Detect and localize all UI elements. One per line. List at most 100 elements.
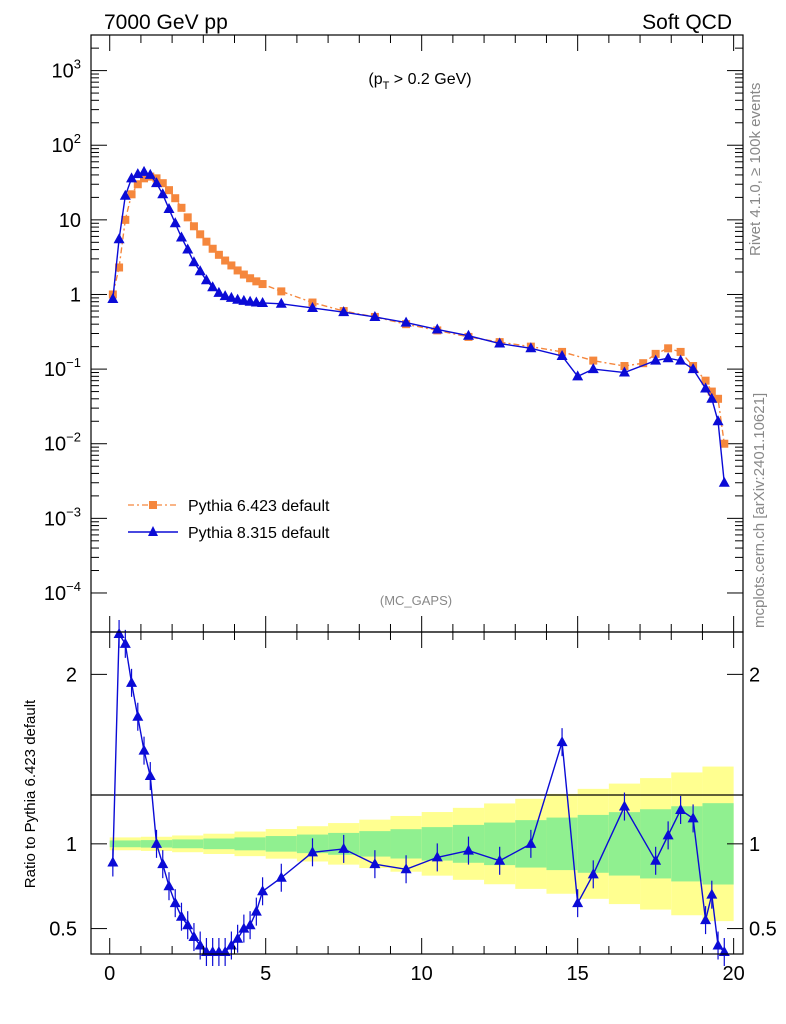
data-point-pythia8 xyxy=(257,296,269,307)
main-frame xyxy=(90,34,744,633)
data-point-pythia6 xyxy=(701,376,710,385)
data-point-pythia8 xyxy=(188,256,200,267)
ratio-point-pythia8 xyxy=(119,637,131,648)
ratio-point-pythia8 xyxy=(138,744,150,755)
ratio-point-pythia8 xyxy=(238,922,250,933)
ratio-point-pythia8 xyxy=(188,931,200,942)
ratio-point-pythia8 xyxy=(151,837,163,848)
data-point-pythia6 xyxy=(133,180,142,189)
ratio-point-pythia8 xyxy=(163,880,175,891)
data-point-pythia8 xyxy=(151,177,163,188)
ratio-point-pythia8 xyxy=(618,800,630,811)
ratio-point-pythia8 xyxy=(650,854,662,865)
data-point-pythia6 xyxy=(252,277,261,286)
data-point-pythia6 xyxy=(664,344,673,353)
data-point-pythia8 xyxy=(157,188,169,199)
header-right-label: Soft QCD xyxy=(642,11,732,34)
series-line-square xyxy=(112,175,725,444)
ratio-point-pythia8 xyxy=(700,914,712,925)
data-point-pythia8 xyxy=(182,243,194,254)
data-point-pythia8 xyxy=(138,165,150,176)
ratio-point-pythia8 xyxy=(144,770,156,781)
ratio-point-pythia8 xyxy=(525,837,537,848)
data-point-pythia6 xyxy=(158,179,167,188)
ratio-point-pythia8 xyxy=(462,844,474,855)
ratio-panel: 2 2 1 1 0.5 0.5 0 5 10 15 20 Ratio to Pythia 6.42… xyxy=(22,35,777,985)
ratio-y-axis-label: Ratio to Pythia 6.423 default xyxy=(22,699,39,888)
data-point-pythia6 xyxy=(233,266,242,275)
data-point-pythia8 xyxy=(706,392,718,403)
ratio-point-pythia8 xyxy=(113,628,125,638)
ratio-point-pythia8 xyxy=(250,905,262,916)
ratio-point-pythia8 xyxy=(182,919,194,930)
data-point-pythia8 xyxy=(525,342,537,353)
data-point-pythia8 xyxy=(494,337,506,348)
data-point-pythia8 xyxy=(163,202,175,213)
band-inner-bin xyxy=(390,829,422,859)
data-point-pythia8 xyxy=(650,354,662,365)
band-inner-bin xyxy=(203,838,235,850)
ratio-point-pythia8 xyxy=(107,856,119,867)
data-point-pythia8 xyxy=(219,290,231,301)
ratio-frame xyxy=(90,631,744,955)
legend: Pythia 6.423 default Pythia 8.315 defaul… xyxy=(128,498,330,542)
data-point-pythia8 xyxy=(232,293,244,304)
data-point-pythia6 xyxy=(164,186,173,195)
data-point-pythia6 xyxy=(639,359,648,368)
data-point-pythia6 xyxy=(171,194,180,203)
ratio-y-tick-label: 2 xyxy=(66,664,77,686)
x-tick-label: 10 xyxy=(411,963,433,985)
data-point-pythia8 xyxy=(462,329,474,340)
ratio-point-pythia8 xyxy=(556,736,568,747)
data-point-pythia8 xyxy=(126,172,138,183)
band-inner-bin xyxy=(608,812,641,876)
ratio-point-pythia8 xyxy=(587,868,599,879)
legend-marker-pythia6 xyxy=(149,501,157,509)
main-series-layer xyxy=(107,165,730,487)
rivet-version-label: Rivet 4.1.0, ≥ 100k events xyxy=(747,83,764,256)
band-inner-bin xyxy=(109,840,141,848)
data-point-pythia8 xyxy=(675,354,687,365)
x-axis-ticks: 0 5 10 15 20 xyxy=(104,35,745,985)
ratio-y-tick-label-right: 2 xyxy=(749,664,760,686)
band-inner-bin xyxy=(671,806,703,882)
band-inner-bin xyxy=(234,837,266,851)
ratio-point-pythia8 xyxy=(275,871,287,882)
main-y-tick-label: 102 xyxy=(52,131,81,157)
data-point-pythia6 xyxy=(208,244,217,253)
data-point-pythia8 xyxy=(144,168,156,179)
data-point-pythia6 xyxy=(720,439,729,448)
data-point-pythia8 xyxy=(175,231,187,242)
ratio-point-pythia8 xyxy=(706,888,718,899)
data-point-pythia6 xyxy=(214,250,223,259)
ratio-point-pythia8 xyxy=(712,939,724,950)
ratio-y-ticks: 2 2 1 1 0.5 0.5 xyxy=(49,664,777,940)
data-point-pythia6 xyxy=(651,349,660,358)
data-point-pythia6 xyxy=(620,362,629,371)
ratio-point-pythia8 xyxy=(400,863,412,874)
data-point-pythia8 xyxy=(200,274,212,285)
data-point-pythia8 xyxy=(113,233,125,244)
data-point-pythia6 xyxy=(140,174,149,183)
main-y-tick-label: 10 xyxy=(59,210,81,232)
ratio-point-pythia8 xyxy=(169,897,181,908)
data-point-pythia8 xyxy=(275,297,287,308)
x-tick-label: 15 xyxy=(567,963,589,985)
ratio-point-pythia8 xyxy=(175,910,187,921)
data-point-pythia8 xyxy=(700,382,712,393)
data-point-pythia6 xyxy=(676,347,685,356)
ratio-y-tick-label-right: 1 xyxy=(749,834,760,856)
ratio-point-pythia8 xyxy=(132,710,144,721)
ratio-point-pythia8 xyxy=(572,897,584,908)
data-point-pythia6 xyxy=(221,256,230,265)
mcplots-reference-label: mcplots.cern.ch [arXiv:2401.10621] xyxy=(751,393,768,628)
data-point-pythia8 xyxy=(338,306,350,317)
data-point-pythia8 xyxy=(556,349,568,360)
data-point-pythia6 xyxy=(258,280,267,289)
main-y-tick-label: 10−4 xyxy=(44,579,81,605)
data-point-pythia6 xyxy=(115,263,124,272)
ratio-point-pythia8 xyxy=(244,919,256,930)
ratio-point-pythia8 xyxy=(257,885,269,896)
